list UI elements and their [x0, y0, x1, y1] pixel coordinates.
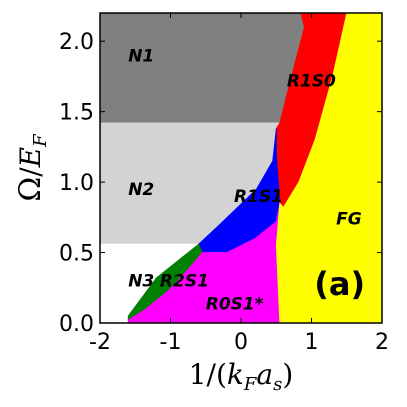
y-tick-label: 1.0 [59, 171, 94, 196]
x-tick-label: 1 [305, 330, 319, 355]
y-title-omega: Ω [13, 177, 48, 202]
region-n1 [99, 12, 305, 124]
region-label-r1s0: R1S0 [287, 72, 336, 92]
y-title-e-sub: F [30, 133, 51, 148]
region-label-r1s1: R1S1 [234, 187, 283, 207]
x-axis-ticks: -2 -1 0 1 2 [89, 13, 389, 355]
y-title-slash: / [14, 167, 47, 177]
x-title-k-sub: F [243, 374, 258, 395]
x-axis-title: 1/(kFas) [189, 358, 294, 395]
x-title-a: a [256, 358, 273, 391]
y-axis-title: Ω/EF [13, 133, 51, 202]
region-label-fg: FG [336, 210, 362, 230]
phase-regions [99, 12, 383, 324]
y-tick-label: 0.0 [59, 312, 94, 337]
x-tick-label: -2 [89, 330, 111, 355]
x-title-a-sub: s [273, 374, 282, 395]
x-tick-label: 2 [375, 330, 389, 355]
x-tick-label: 0 [234, 330, 248, 355]
region-label-n2: N2 [128, 180, 154, 200]
panel-label: (a) [314, 265, 365, 303]
x-title-suffix: ) [282, 358, 293, 391]
y-tick-label: 0.5 [59, 242, 94, 267]
region-label-n3: N3 [128, 272, 154, 292]
x-title-k: k [227, 358, 244, 391]
region-label-r0s1-star: R0S1* [206, 294, 264, 314]
y-tick-label: 2.0 [59, 30, 94, 55]
y-axis-ticks: 0.0 0.5 1.0 1.5 2.0 [59, 30, 382, 337]
region-label-n1: N1 [128, 46, 154, 66]
region-label-r2s1: R2S1 [160, 272, 209, 292]
y-title-e: E [14, 147, 47, 168]
x-tick-label: -1 [160, 330, 182, 355]
y-tick-label: 1.5 [59, 101, 94, 126]
x-title-prefix: 1/( [189, 358, 227, 391]
